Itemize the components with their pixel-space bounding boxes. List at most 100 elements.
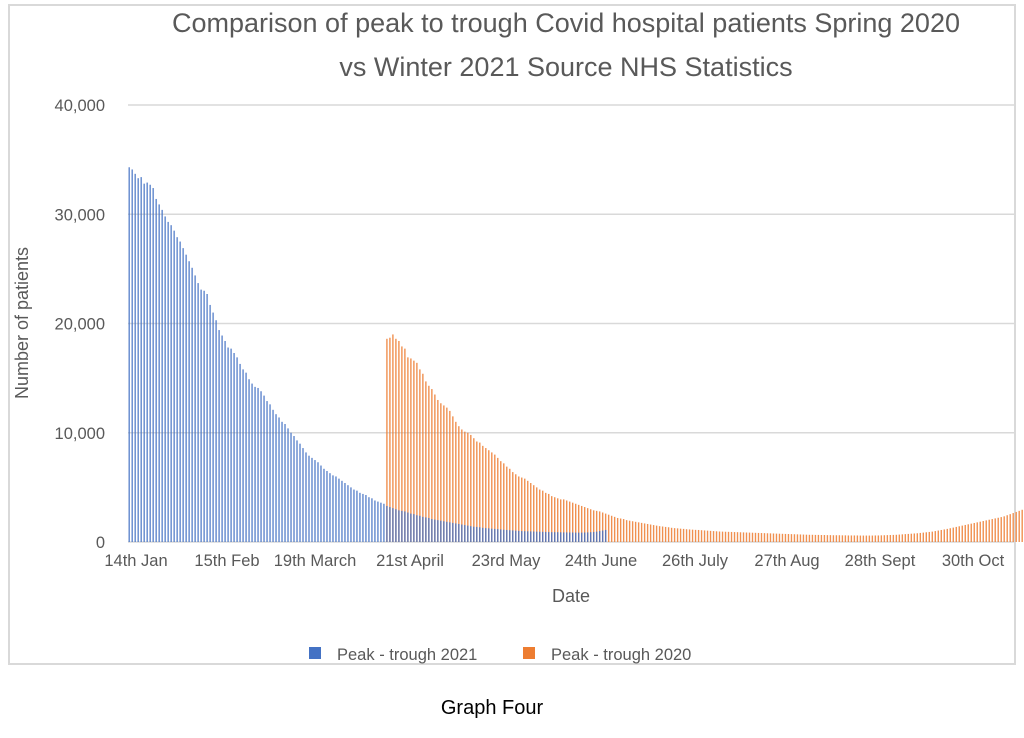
bar [491, 452, 493, 542]
bar [901, 534, 904, 542]
bar [799, 534, 802, 542]
bar [652, 525, 655, 542]
bar [404, 511, 406, 542]
bar [185, 254, 187, 543]
bar [566, 500, 568, 542]
bar [754, 532, 757, 542]
bar [892, 534, 895, 542]
bar [452, 416, 454, 542]
bar [775, 533, 778, 542]
bar [640, 522, 643, 542]
bar [604, 529, 607, 542]
bar [140, 177, 142, 543]
bar [413, 514, 415, 542]
bar [715, 531, 718, 542]
x-axis-title: Date [552, 586, 590, 606]
bar [808, 534, 811, 542]
bar [503, 463, 505, 542]
y-tick-label: 20,000 [55, 316, 105, 334]
bar [365, 495, 367, 542]
bar [503, 529, 505, 542]
bar [368, 497, 370, 542]
bar [452, 522, 454, 542]
bar [745, 532, 748, 542]
bar [509, 530, 511, 542]
bar [580, 505, 583, 542]
bar [299, 443, 301, 542]
bar [563, 499, 565, 542]
chart-title-line-2: vs Winter 2021 Source NHS Statistics [339, 52, 792, 82]
bar [146, 182, 148, 542]
bar [491, 528, 493, 542]
bar [224, 340, 226, 542]
y-axis-title: Number of patients [12, 247, 32, 399]
bar [236, 357, 238, 542]
bar [134, 173, 136, 542]
bar [380, 502, 382, 542]
bar [509, 468, 511, 542]
bar [326, 470, 328, 542]
series-2020 [386, 334, 1023, 543]
bar [161, 209, 163, 542]
bar [347, 485, 349, 542]
legend-swatch-2020 [523, 647, 535, 659]
bar [143, 183, 145, 542]
bar [200, 289, 202, 542]
bar [946, 528, 948, 542]
bar [401, 510, 403, 542]
bar [401, 346, 403, 542]
bar [494, 528, 496, 542]
bar [431, 389, 433, 542]
bar [760, 533, 763, 542]
bar [467, 432, 469, 542]
bar [850, 535, 853, 542]
bar [407, 357, 409, 542]
bar [287, 428, 289, 542]
bar [661, 526, 664, 542]
legend-label-2021: Peak - trough 2021 [337, 646, 477, 664]
bar [877, 535, 880, 542]
bar [527, 531, 529, 542]
bar [868, 535, 871, 542]
bar [428, 517, 430, 542]
bar [506, 466, 508, 542]
bar [275, 414, 277, 542]
bar [488, 450, 490, 542]
bar [832, 535, 835, 542]
bar [488, 528, 490, 542]
bar [670, 527, 673, 542]
bar [835, 535, 838, 542]
bar [530, 531, 532, 542]
bar [736, 532, 739, 542]
bar [730, 531, 733, 542]
bar [527, 480, 529, 542]
bar [766, 533, 769, 542]
bar [500, 529, 502, 542]
bar [473, 526, 475, 542]
bar [518, 476, 520, 542]
bar [551, 532, 553, 542]
bar [937, 530, 939, 542]
bar [431, 519, 433, 542]
bar [524, 478, 526, 542]
bar [847, 535, 850, 542]
bar [1018, 510, 1020, 542]
bar [410, 358, 412, 542]
x-tick-label: 14th Jan [104, 552, 167, 570]
bar [976, 522, 978, 542]
bar [242, 369, 244, 542]
bar [982, 521, 984, 542]
bar [506, 529, 508, 542]
bar [817, 534, 820, 542]
bar [386, 505, 388, 542]
y-tick-label: 30,000 [55, 206, 105, 224]
bar [575, 503, 577, 542]
bar [398, 510, 400, 542]
bar [341, 480, 343, 542]
bar [386, 338, 388, 542]
bar [685, 529, 688, 542]
bar [1009, 514, 1011, 542]
bar [518, 530, 520, 542]
legend: Peak - trough 2021 Peak - trough 2020 [309, 646, 691, 664]
bar [772, 533, 775, 542]
